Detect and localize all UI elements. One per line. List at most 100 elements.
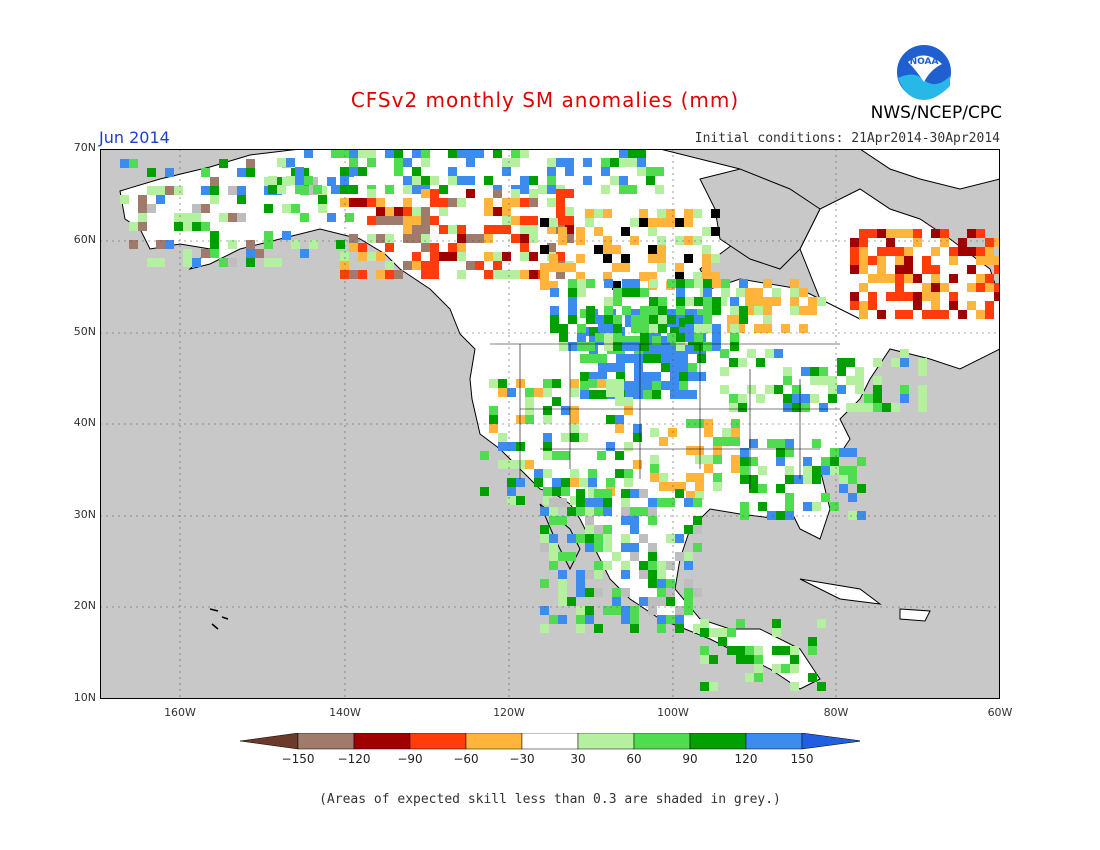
anomaly-cell <box>579 478 588 487</box>
anomaly-cell <box>529 234 538 243</box>
anomaly-cell <box>549 507 558 516</box>
anomaly-cell <box>839 448 848 457</box>
anomaly-cell <box>412 216 421 225</box>
lat-label: 10N <box>73 691 96 704</box>
anomaly-cell <box>300 249 309 258</box>
anomaly-cell <box>237 213 246 222</box>
anomaly-cell <box>201 186 210 195</box>
anomaly-cell <box>603 543 612 552</box>
anomaly-cell <box>895 265 904 274</box>
anomaly-cell <box>740 448 749 457</box>
anomaly-cell <box>603 236 612 245</box>
anomaly-cell <box>484 207 493 216</box>
anomaly-cell <box>913 229 922 238</box>
anomaly-cell <box>147 186 156 195</box>
anomaly-cell <box>655 167 664 176</box>
anomaly-cell <box>558 597 567 606</box>
colorbar-label: 150 <box>791 752 814 766</box>
anomaly-cell <box>210 231 219 240</box>
anomaly-cell <box>484 234 493 243</box>
anomaly-cell <box>868 292 877 301</box>
anomaly-cell <box>661 363 670 372</box>
anomaly-cell <box>622 342 631 351</box>
anomaly-cell <box>340 270 349 279</box>
anomaly-cell <box>877 247 886 256</box>
anomaly-cell <box>255 249 264 258</box>
colorbar-bin <box>297 733 355 750</box>
anomaly-cell <box>819 376 828 385</box>
anomaly-cell <box>857 484 866 493</box>
anomaly-cell <box>604 306 613 315</box>
anomaly-cell <box>466 149 475 158</box>
anomaly-cell <box>598 390 607 399</box>
anomaly-cell <box>675 272 684 281</box>
anomaly-cell <box>540 245 549 254</box>
anomaly-cell <box>558 579 567 588</box>
anomaly-cell <box>722 437 731 446</box>
anomaly-cell <box>549 615 558 624</box>
anomaly-cell <box>511 149 520 158</box>
anomaly-cell <box>421 176 430 185</box>
anomaly-cell <box>210 195 219 204</box>
anomaly-cell <box>676 288 685 297</box>
anomaly-cell <box>730 306 739 315</box>
anomaly-cell <box>650 473 659 482</box>
anomaly-cell <box>754 297 763 306</box>
anomaly-cell <box>511 234 520 243</box>
anomaly-cell <box>776 511 785 520</box>
anomaly-cell <box>828 394 837 403</box>
anomaly-cell <box>421 270 430 279</box>
anomaly-cell <box>700 682 709 691</box>
anomaly-cell <box>621 254 630 263</box>
anomaly-cell <box>394 270 403 279</box>
anomaly-cell <box>639 489 648 498</box>
anomaly-cell <box>694 333 703 342</box>
anomaly-cell <box>745 297 754 306</box>
anomaly-cell <box>657 209 666 218</box>
anomaly-cell <box>684 498 693 507</box>
anomaly-cell <box>688 372 697 381</box>
anomaly-cell <box>985 274 994 283</box>
anomaly-cell <box>558 570 567 579</box>
anomaly-cell <box>549 254 558 263</box>
anomaly-cell <box>790 646 799 655</box>
anomaly-cell <box>648 606 657 615</box>
lon-label: 100W <box>657 706 689 719</box>
anomaly-cell <box>994 292 1000 301</box>
anomaly-cell <box>754 664 763 673</box>
anomaly-cell <box>958 247 967 256</box>
anomaly-cell <box>712 342 721 351</box>
anomaly-cell <box>774 349 783 358</box>
anomaly-cell <box>403 216 412 225</box>
lat-label: 20N <box>73 599 96 612</box>
anomaly-cell <box>498 388 507 397</box>
anomaly-cell <box>848 475 857 484</box>
anomaly-cell <box>808 297 817 306</box>
anomaly-cell <box>412 207 421 216</box>
anomaly-cell <box>736 324 745 333</box>
anomaly-cell <box>565 234 574 243</box>
anomaly-cell <box>565 158 574 167</box>
anomaly-cell <box>484 252 493 261</box>
anomaly-cell <box>940 310 949 319</box>
anomaly-cell <box>922 310 931 319</box>
anomaly-cell <box>700 628 709 637</box>
anomaly-cell <box>749 457 758 466</box>
anomaly-cell <box>586 279 595 288</box>
anomaly-cell <box>430 189 439 198</box>
anomaly-cell <box>576 615 585 624</box>
anomaly-cell <box>549 263 558 272</box>
anomaly-cell <box>228 240 237 249</box>
anomaly-cell <box>327 213 336 222</box>
colorbar-label: 90 <box>682 752 697 766</box>
anomaly-cell <box>895 292 904 301</box>
anomaly-cell <box>327 177 336 186</box>
anomaly-cell <box>686 473 695 482</box>
anomaly-cell <box>165 186 174 195</box>
anomaly-cell <box>958 238 967 247</box>
anomaly-cell <box>540 579 549 588</box>
anomaly-cell <box>520 198 529 207</box>
anomaly-cell <box>300 213 309 222</box>
anomaly-cell <box>616 354 625 363</box>
anomaly-cell <box>994 238 1000 247</box>
